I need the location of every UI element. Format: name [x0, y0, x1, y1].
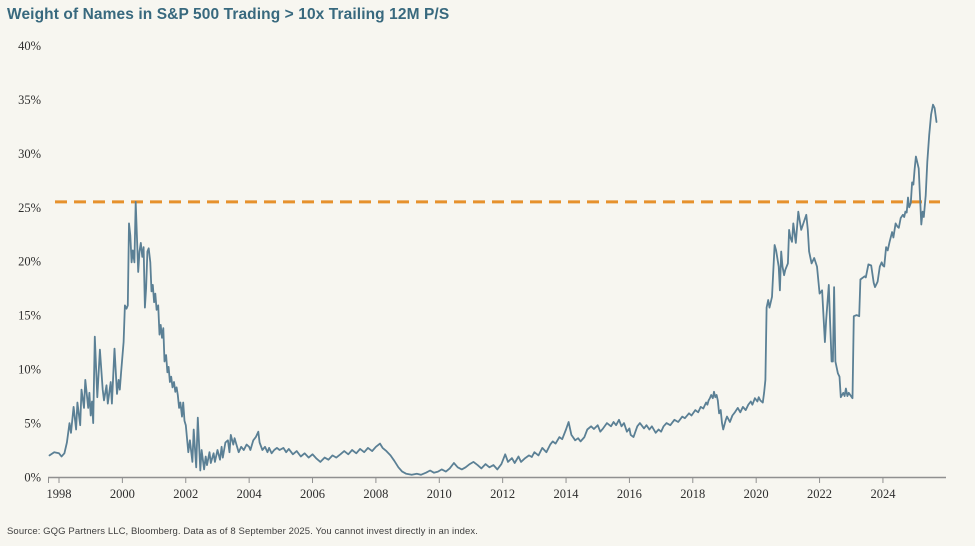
y-axis-label: 25%: [18, 201, 41, 215]
x-axis-label: 2016: [617, 487, 642, 501]
y-axis-label: 40%: [18, 39, 41, 53]
x-axis-label: 2014: [554, 487, 580, 501]
x-axis-label: 2008: [363, 487, 388, 501]
x-axis-label: 2006: [300, 487, 325, 501]
x-axis-label: 2018: [680, 487, 705, 501]
source-note: Source: GQG Partners LLC, Bloomberg. Dat…: [7, 526, 478, 537]
y-axis-label: 20%: [18, 255, 41, 269]
x-axis-label: 2000: [110, 487, 135, 501]
x-axis-label: 2010: [427, 487, 452, 501]
x-axis-label: 2012: [490, 487, 515, 501]
data-line: [48, 103, 938, 476]
y-axis-label: 5%: [24, 417, 41, 431]
x-axis-label: 2004: [237, 487, 263, 501]
chart-title: Weight of Names in S&P 500 Trading > 10x…: [7, 6, 450, 23]
y-axis-label: 10%: [18, 363, 41, 377]
y-axis-label: 30%: [18, 147, 41, 161]
y-axis-label: 35%: [18, 93, 41, 107]
x-axis-label: 2024: [870, 487, 896, 501]
y-axis-label: 15%: [18, 309, 41, 323]
x-axis-label: 2020: [744, 487, 769, 501]
x-axis-label: 2022: [807, 487, 832, 501]
y-axis-label: 0%: [24, 471, 41, 485]
x-axis-label: 2002: [173, 487, 198, 501]
x-axis-label: 1998: [47, 487, 72, 501]
